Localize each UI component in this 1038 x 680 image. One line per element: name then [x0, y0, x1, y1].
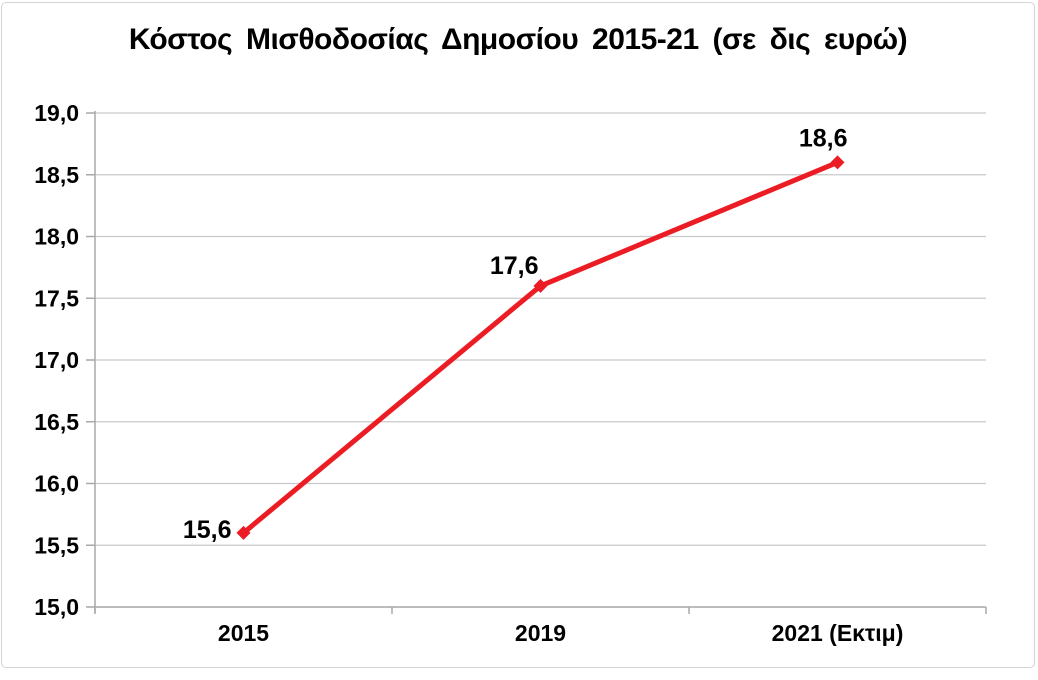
- data-point-marker: [830, 155, 845, 170]
- y-axis-label: 19,0: [34, 100, 79, 126]
- y-axis-label: 16,5: [34, 409, 79, 435]
- data-point-label: 18,6: [799, 124, 848, 152]
- data-point-marker: [533, 278, 548, 293]
- y-axis-label: 18,5: [34, 162, 79, 188]
- y-axis-label: 15,0: [34, 594, 79, 620]
- y-axis-label: 18,0: [34, 224, 79, 250]
- x-axis-label: 2015: [218, 620, 269, 646]
- data-point-label: 15,6: [183, 516, 232, 544]
- y-axis-label: 17,5: [34, 285, 79, 311]
- y-axis-label: 17,0: [34, 347, 79, 373]
- y-axis-label: 15,5: [34, 532, 79, 558]
- data-point-label: 17,6: [490, 252, 539, 280]
- payroll-trend-line: [241, 159, 840, 536]
- chart-title: Κόστος Μισθοδοσίας Δημοσίου 2015-21 (σε …: [128, 23, 908, 56]
- data-point-marker: [236, 525, 251, 540]
- y-axis-label: 16,0: [34, 471, 79, 497]
- x-axis-label: 2019: [515, 620, 566, 646]
- x-axis-label: 2021 (Εκτιμ): [772, 620, 904, 646]
